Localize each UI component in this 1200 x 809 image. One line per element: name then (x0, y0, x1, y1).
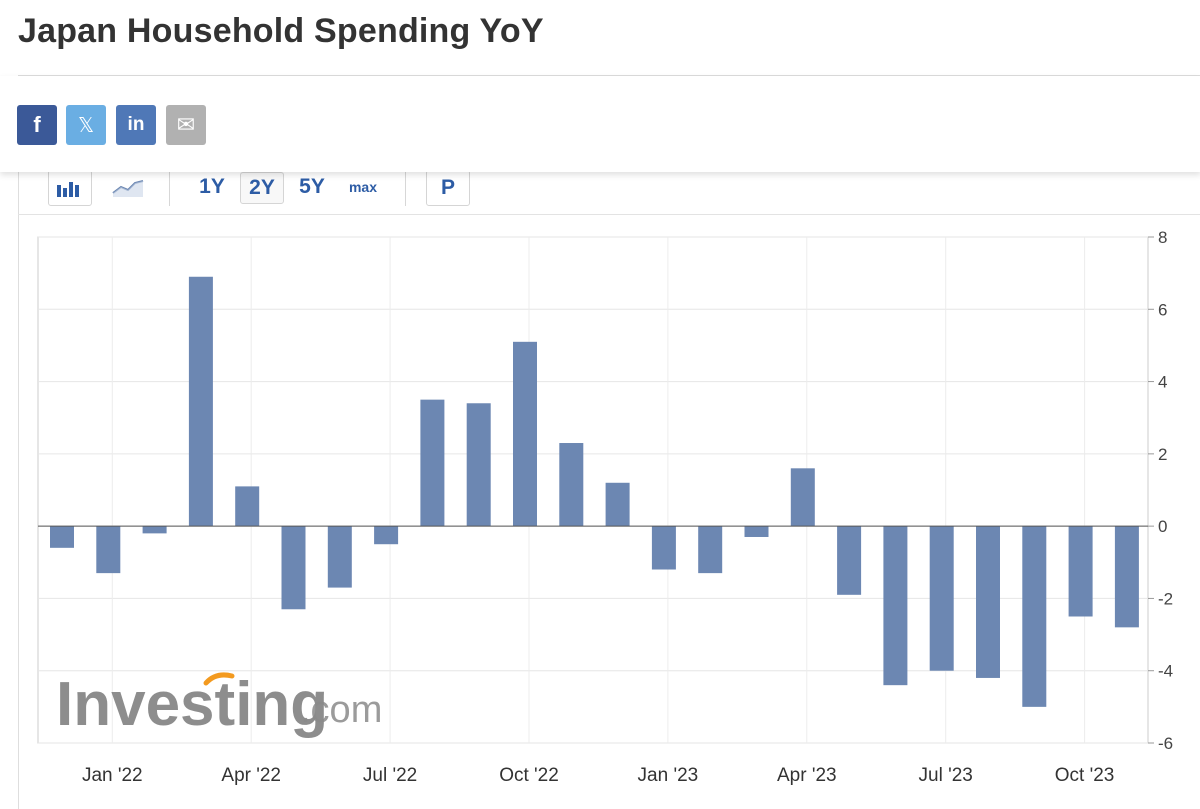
y-tick-label: -4 (1158, 662, 1173, 681)
bar (235, 486, 260, 527)
p-button[interactable]: P (426, 170, 470, 206)
bar (142, 526, 167, 534)
toolbar-divider (18, 214, 1200, 215)
y-tick-label: 6 (1158, 300, 1167, 319)
bar (1114, 526, 1139, 628)
bar (374, 526, 399, 545)
bar (281, 526, 306, 610)
y-tick-label: 4 (1158, 373, 1167, 392)
x-tick-label: Jul '22 (363, 765, 417, 786)
range-5y-button[interactable]: 5Y (299, 175, 325, 198)
y-tick-label: 2 (1158, 445, 1167, 464)
x-tick-label: Apr '23 (777, 765, 837, 786)
facebook-share-button[interactable]: f (17, 105, 57, 145)
bar (420, 399, 445, 527)
bar (651, 526, 676, 570)
line-chart-type-button[interactable] (108, 170, 148, 204)
bar (883, 526, 908, 686)
x-share-button[interactable]: 𝕏 (66, 105, 106, 145)
watermark-swoosh-icon (203, 672, 235, 686)
x-twitter-icon: 𝕏 (77, 114, 95, 137)
range-1y-button[interactable]: 1Y (199, 175, 225, 198)
bar (50, 526, 74, 548)
linkedin-icon: in (127, 114, 145, 135)
facebook-icon: f (33, 112, 41, 137)
bar (929, 526, 954, 671)
x-tick-label: Apr '22 (221, 765, 281, 786)
range-2y-button[interactable]: 2Y (240, 172, 284, 204)
y-tick-label: 0 (1158, 517, 1167, 536)
x-tick-label: Jan '22 (82, 765, 143, 786)
share-panel: f 𝕏 in ✉ (0, 76, 1200, 172)
investing-watermark: Investing (56, 670, 328, 739)
range-max-button[interactable]: max (348, 179, 378, 195)
page-title: Japan Household Spending YoY (18, 12, 544, 50)
bar (698, 526, 723, 574)
x-tick-label: Oct '22 (499, 765, 559, 786)
y-tick-label: -2 (1158, 589, 1173, 608)
bar (466, 403, 491, 527)
bar (1022, 526, 1047, 707)
bar-chart-icon (57, 182, 79, 197)
x-tick-label: Jul '23 (919, 765, 973, 786)
bar (790, 468, 815, 527)
bar (605, 482, 630, 527)
bar (837, 526, 862, 595)
bar (96, 526, 121, 574)
email-share-button[interactable]: ✉ (166, 105, 206, 145)
y-tick-label: -6 (1158, 734, 1173, 753)
bar (744, 526, 769, 537)
x-tick-label: Jan '23 (638, 765, 699, 786)
title-divider (18, 75, 1200, 76)
toolbar-separator (169, 170, 170, 206)
bar (1068, 526, 1093, 617)
bar (513, 341, 537, 527)
investing-watermark-suffix: .com (300, 689, 382, 731)
toolbar-separator (405, 170, 406, 206)
x-tick-label: Oct '23 (1055, 765, 1115, 786)
linkedin-share-button[interactable]: in (116, 105, 156, 145)
bar (327, 526, 352, 588)
email-icon: ✉ (176, 112, 196, 137)
y-tick-label: 8 (1158, 228, 1167, 247)
bar (188, 276, 213, 527)
line-chart-icon (112, 180, 144, 197)
bar-chart-type-button[interactable] (48, 170, 92, 206)
bar (976, 526, 1000, 678)
bar (559, 443, 584, 527)
